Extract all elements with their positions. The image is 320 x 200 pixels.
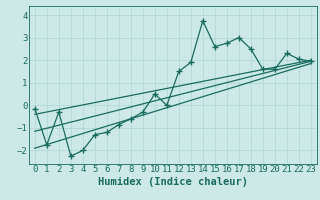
X-axis label: Humidex (Indice chaleur): Humidex (Indice chaleur) — [98, 177, 248, 187]
